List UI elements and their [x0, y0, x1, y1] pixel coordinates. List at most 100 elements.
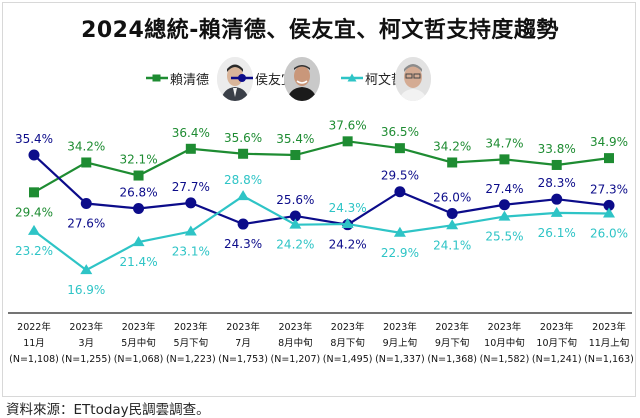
data-point	[394, 186, 406, 198]
x-tick-n: (N=1,068)	[113, 354, 164, 365]
data-point	[603, 207, 615, 218]
data-label: 24.2%	[276, 238, 314, 252]
x-tick-year: 2023年	[278, 322, 313, 333]
x-tick-period: 5月中旬	[121, 338, 156, 349]
data-label: 28.8%	[224, 173, 262, 187]
data-label: 23.2%	[15, 244, 53, 258]
chart-title: 2024總統-賴清德、侯友宜、柯文哲支持度趨勢	[81, 18, 559, 43]
data-point	[184, 225, 197, 236]
data-point	[185, 143, 196, 154]
x-tick-label: 2023年 9月下旬 (N=1,368)	[424, 320, 480, 368]
x-tick-n: (N=1,368)	[427, 354, 478, 365]
data-label: 21.4%	[119, 255, 157, 269]
x-tick-n: (N=1,582)	[479, 354, 530, 365]
series-0	[29, 136, 614, 198]
legend-label-ko: 柯文哲	[365, 72, 405, 88]
x-tick-n: (N=1,207)	[270, 354, 321, 365]
x-tick-period: 10月下旬	[536, 338, 578, 349]
x-tick-label: 2023年 10月中旬 (N=1,582)	[476, 320, 532, 368]
data-point	[81, 157, 92, 168]
data-label: 27.6%	[67, 217, 105, 231]
data-label: 34.2%	[67, 139, 105, 153]
data-label: 27.7%	[172, 180, 210, 194]
data-label: 34.2%	[433, 139, 471, 153]
data-label: 24.3%	[329, 201, 367, 215]
x-tick-label: 2023年 7月 (N=1,753)	[215, 320, 271, 368]
data-point	[80, 264, 93, 275]
data-point	[289, 210, 301, 222]
legend-square-marker-icon	[146, 74, 168, 82]
x-tick-label: 2023年 9月上旬 (N=1,337)	[372, 320, 428, 368]
data-label: 29.4%	[15, 205, 53, 219]
data-point	[550, 206, 563, 217]
x-tick-period: 3月	[78, 338, 95, 349]
x-tick-year: 2023年	[121, 322, 156, 333]
data-label: 26.0%	[590, 226, 628, 240]
data-label: 27.4%	[485, 182, 523, 196]
data-label: 24.2%	[329, 238, 367, 252]
data-point	[604, 153, 614, 164]
data-label: 25.6%	[276, 193, 314, 207]
data-point	[603, 199, 615, 211]
x-tick-period: 9月下旬	[434, 338, 470, 349]
data-point	[237, 218, 249, 230]
series-line	[33, 140, 610, 194]
data-point	[341, 218, 354, 229]
source-note: 資料來源：ETtoday民調雲調查。	[6, 402, 210, 418]
data-point	[551, 159, 562, 170]
x-tick-period: 10月中旬	[484, 338, 525, 349]
x-tick-label: 2023年 5月中旬 (N=1,068)	[111, 320, 167, 368]
data-point	[446, 219, 459, 230]
legend-item-lai: 賴清德	[146, 70, 210, 88]
legend-triangle-marker-icon	[341, 73, 363, 82]
data-label: 32.1%	[119, 153, 157, 167]
x-tick-n: (N=1,163)	[584, 354, 634, 365]
data-label: 25.5%	[485, 230, 523, 244]
data-point	[133, 203, 145, 215]
data-label: 26.8%	[119, 186, 157, 200]
x-tick-n: (N=1,241)	[531, 354, 582, 365]
x-tick-label: 2023年 11月上旬 (N=1,163)	[581, 320, 637, 368]
data-label: 34.9%	[590, 135, 628, 149]
x-tick-n: (N=1,223)	[165, 354, 216, 365]
data-point	[80, 198, 92, 210]
data-label: 28.3%	[538, 176, 576, 190]
data-label: 35.6%	[224, 131, 262, 145]
x-tick-period: 11月	[23, 338, 45, 349]
data-label: 16.9%	[67, 283, 105, 297]
data-point	[447, 157, 458, 168]
x-tick-n: (N=1,753)	[218, 354, 268, 365]
x-tick-label: 2023年 8月中旬 (N=1,207)	[267, 320, 323, 368]
data-label: 37.6%	[329, 118, 367, 132]
x-tick-year: 2022年	[17, 322, 51, 333]
data-label: 26.0%	[433, 190, 471, 204]
data-point	[551, 193, 563, 205]
x-tick-period: 7月	[235, 338, 251, 349]
data-point	[289, 218, 302, 229]
x-tick-n: (N=1,108)	[9, 354, 59, 365]
x-tick-n: (N=1,495)	[322, 354, 373, 365]
x-tick-n: (N=1,337)	[375, 354, 425, 365]
data-point	[394, 143, 405, 154]
x-tick-label: 2023年 10月下旬 (N=1,241)	[529, 320, 585, 368]
data-point	[132, 236, 145, 247]
x-tick-year: 2023年	[383, 322, 417, 333]
x-tick-label: 2023年 5月下旬 (N=1,223)	[163, 320, 219, 368]
x-tick-label: 2023年 3月 (N=1,255)	[58, 320, 114, 368]
data-point	[28, 224, 40, 235]
series-line	[33, 194, 610, 272]
x-tick-period: 8月中旬	[278, 338, 313, 349]
data-label: 27.3%	[590, 182, 628, 196]
data-point	[28, 149, 40, 161]
x-tick-year: 2023年	[435, 322, 470, 333]
series-line	[33, 154, 610, 226]
avatar-ko-photo	[395, 57, 431, 101]
data-point	[185, 197, 197, 209]
legend-label-lai: 賴清德	[170, 72, 210, 88]
avatar-hou-photo	[284, 57, 320, 101]
data-point	[237, 190, 250, 201]
x-tick-period: 9月上旬	[382, 338, 418, 349]
data-point	[498, 199, 510, 211]
data-point	[499, 154, 510, 165]
